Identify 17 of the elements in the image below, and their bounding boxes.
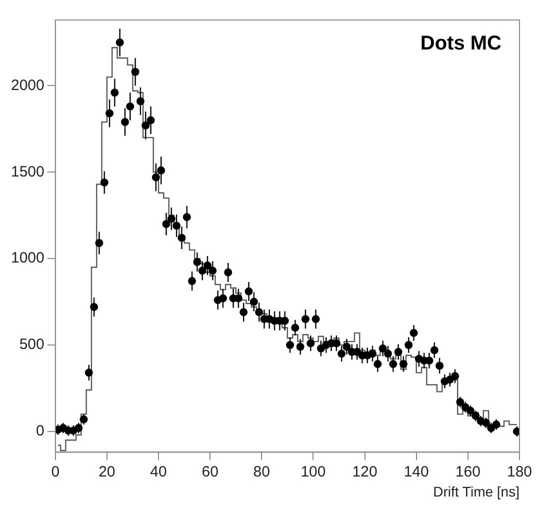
x-tick-label: 60: [202, 463, 218, 480]
x-tick-label: 120: [352, 463, 378, 480]
y-tick-label: 1500: [10, 163, 44, 180]
y-tick-label: 0: [36, 422, 44, 440]
annotation: Dots MC: [420, 32, 502, 55]
x-tick-label: 180: [506, 463, 532, 480]
x-tick-label: 100: [300, 463, 326, 480]
x-tick-label: 40: [150, 463, 167, 480]
x-tick-label: 160: [455, 463, 480, 480]
y-tick-label: 500: [19, 336, 44, 354]
x-axis-title: Drift Time [ns]: [433, 483, 520, 500]
x-tick-label: 140: [404, 463, 429, 480]
x-tick-label: 80: [253, 463, 270, 480]
x-tick-label: 0: [51, 463, 60, 480]
y-tick-label: 1000: [10, 250, 44, 267]
x-tick-label: 20: [98, 463, 116, 480]
y-tick-label: 2000: [10, 76, 44, 94]
